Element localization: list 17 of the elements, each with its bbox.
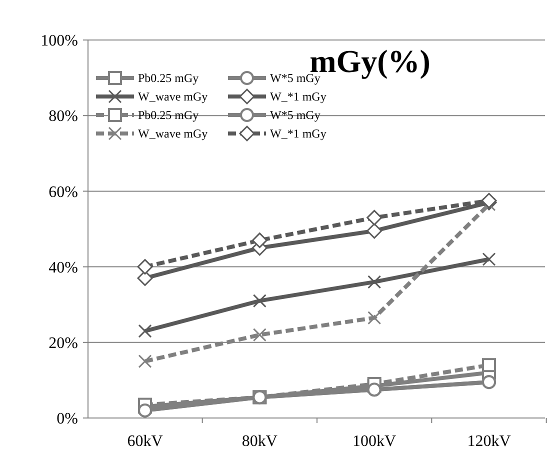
x-tick-label: 100kV [352,433,397,450]
legend-label: W_*1 mGy [270,90,326,104]
x-tick-label: 120kV [467,433,512,450]
legend-label: W_*1 mGy [270,126,326,141]
x-tick-label: 80kV [242,433,278,450]
y-tick-label: 40% [48,259,78,276]
legend-label: W*5 mGy [270,108,320,122]
y-tick-label: 20% [48,335,78,352]
legend-label: W_wave mGy [138,90,208,104]
y-tick-label: 80% [48,108,78,126]
x-tick-label: 60kV [127,433,164,450]
y-tick-label: 0% [56,410,78,428]
legend-label: Pb0.25 mGy [138,71,199,86]
legend-label: Pb0.25 mGy [138,108,199,122]
y-tick-label: 60% [48,184,78,201]
legend-label: W_wave mGy [138,126,208,141]
y-tick-label: 100% [40,32,78,50]
